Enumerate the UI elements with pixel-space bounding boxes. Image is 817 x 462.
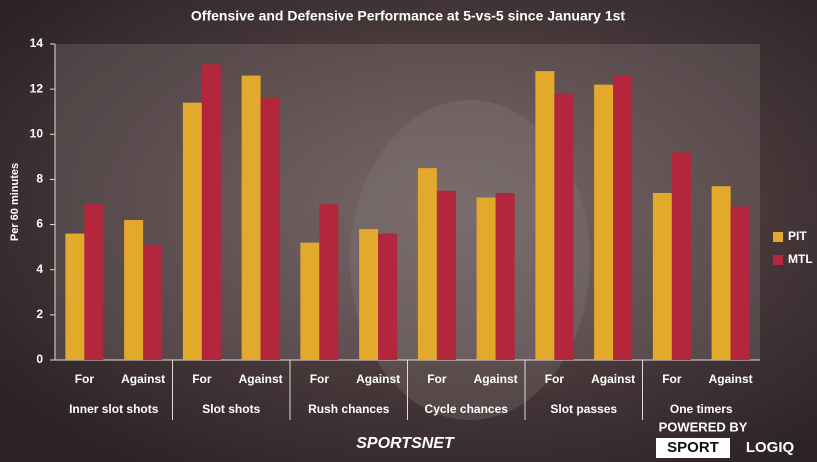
group-label: One timers	[670, 402, 733, 416]
legend-label: MTL	[788, 252, 813, 266]
brand-box	[656, 438, 730, 458]
group-label: Rush chances	[308, 402, 390, 416]
bar	[182, 102, 202, 360]
x-tick-label: Against	[591, 372, 635, 386]
brand: SPORTSNET	[356, 435, 455, 452]
bar	[652, 192, 672, 360]
x-tick-label: Against	[709, 372, 753, 386]
photo-hint	[350, 100, 590, 420]
x-tick-label: For	[545, 372, 565, 386]
group-label: Slot shots	[202, 402, 260, 416]
bar	[535, 71, 555, 360]
brand: POWERED BY	[659, 419, 748, 434]
bar	[201, 64, 221, 361]
y-tick-label: 6	[36, 217, 43, 231]
bar	[260, 98, 280, 361]
x-tick-label: Against	[121, 372, 165, 386]
x-tick-label: Against	[239, 372, 283, 386]
brand: LOGIQ	[746, 439, 795, 456]
bar	[300, 242, 320, 360]
x-tick-label: For	[192, 372, 212, 386]
x-tick-label: For	[75, 372, 95, 386]
x-tick-label: Against	[474, 372, 518, 386]
y-tick-label: 0	[36, 352, 43, 366]
y-tick-label: 2	[36, 307, 43, 321]
x-tick-label: For	[662, 372, 682, 386]
bar	[730, 206, 750, 360]
bar	[143, 244, 163, 360]
plot-area	[55, 44, 760, 360]
bar	[124, 220, 144, 360]
bar	[554, 93, 574, 361]
bar	[476, 197, 496, 360]
y-tick-label: 10	[30, 126, 44, 140]
bar	[711, 186, 731, 360]
group-label: Cycle chances	[425, 402, 509, 416]
bar	[319, 204, 339, 360]
bar	[65, 233, 85, 360]
y-axis-label: Per 60 minutes	[9, 163, 21, 241]
bar	[241, 75, 261, 360]
group-label: Inner slot shots	[69, 402, 159, 416]
x-tick-label: For	[427, 372, 447, 386]
y-tick-label: 14	[30, 36, 44, 50]
legend-label: PIT	[788, 229, 807, 243]
y-tick-label: 8	[36, 172, 43, 186]
bar	[417, 168, 437, 360]
bar	[495, 192, 515, 360]
chart-title: Offensive and Defensive Performance at 5…	[191, 8, 626, 24]
x-tick-label: For	[310, 372, 330, 386]
legend-swatch	[773, 232, 783, 242]
bar	[436, 190, 456, 360]
bar	[359, 229, 379, 360]
bar	[594, 84, 614, 360]
y-tick-label: 12	[30, 81, 44, 95]
group-label: Slot passes	[550, 402, 617, 416]
bar	[671, 152, 691, 360]
bar	[378, 233, 398, 360]
bar	[84, 204, 104, 360]
y-tick-label: 4	[36, 262, 43, 276]
legend-swatch	[773, 255, 783, 265]
bar	[613, 75, 633, 360]
x-tick-label: Against	[356, 372, 400, 386]
brand: SPORT	[667, 439, 719, 456]
